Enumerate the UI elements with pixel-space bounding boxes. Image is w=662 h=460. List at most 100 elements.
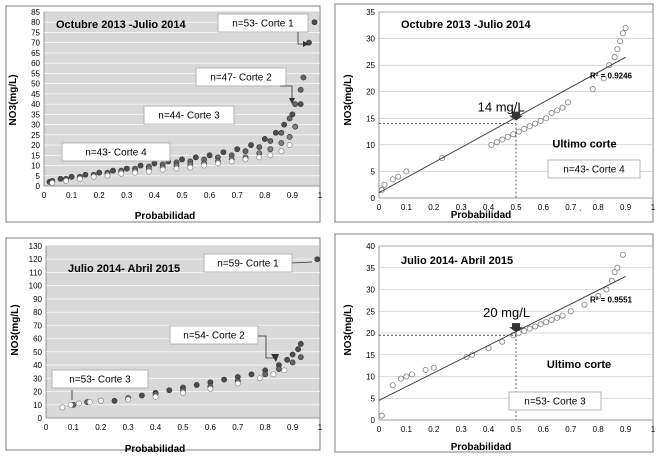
trendline <box>378 276 626 401</box>
data-point <box>532 323 539 330</box>
x-tick-label: 0.5 <box>176 191 188 200</box>
data-point-series-4 <box>118 170 125 177</box>
y-tick-label: 50 <box>31 80 40 89</box>
data-point-series-1 <box>138 392 145 399</box>
data-point-series-1 <box>192 154 199 161</box>
y-tick-label: 5 <box>36 172 41 181</box>
data-point-series-1 <box>123 165 130 172</box>
data-point-series-2 <box>278 129 285 136</box>
data-point-series-4 <box>278 148 285 155</box>
data-point <box>567 308 574 315</box>
y-tick-label: 25 <box>31 131 40 140</box>
subtitle-ultimo-corte: Ultimo corte <box>552 139 616 151</box>
x-tick-label: 0.1 <box>68 423 80 432</box>
data-point <box>617 38 624 45</box>
y-tick-label: 20 <box>33 388 42 397</box>
data-point-series-2 <box>286 115 293 122</box>
y-tick-label: 10 <box>33 401 42 410</box>
data-point-series-2 <box>275 366 282 372</box>
chart-bottom-right: 0 5 10 15 20 25 30 35 40 0 0.1 0.2 0.3 0.4 0.5 0.6 0.7 0.… <box>334 233 656 453</box>
annotation-corte-3: n=44- Corte 3 <box>158 111 220 122</box>
x-tick-label: 1 <box>651 203 656 212</box>
r-squared-label: R² = 0.9246 <box>590 71 633 80</box>
y-tick-label: 20 <box>31 141 40 150</box>
y-tick-label: 30 <box>31 121 40 130</box>
panel-top-right: 0 5 10 15 20 25 30 35 0 0.1 0.2 0.3 0.4 0.5 0.6 0.7 0.8 0… <box>331 0 662 230</box>
annotation-corte-4: n=43- Corte 4 <box>85 148 147 159</box>
x-tick-label: 0.7 <box>232 423 244 432</box>
data-point-series-4 <box>76 175 83 182</box>
annotation-arrow-icon <box>303 41 309 47</box>
data-point-series-1 <box>272 129 279 136</box>
data-point <box>389 176 396 183</box>
data-point <box>504 133 511 140</box>
data-point <box>532 120 539 127</box>
x-tick-label: 0.4 <box>483 425 495 434</box>
y-axis-label: NO3(mg/L) <box>343 304 354 355</box>
data-point <box>515 128 522 135</box>
y-axis-label: NO3(mg/L) <box>343 74 354 125</box>
data-point-series-1 <box>151 160 158 167</box>
data-point <box>403 168 410 175</box>
y-axis-label: NO3(mg/L) <box>10 304 21 355</box>
data-point-series-3 <box>75 400 82 407</box>
y-tick-label: 40 <box>33 361 42 370</box>
data-point <box>378 412 385 419</box>
y-tick-label: 70 <box>33 321 42 330</box>
chart-bottom-left: 0 10 20 30 40 50 60 70 80 90 100 110 120 130 0 0.1 0.2 0.… <box>5 237 323 455</box>
data-point <box>521 125 528 132</box>
data-point <box>510 131 517 138</box>
subtitle-ultimo-corte: Ultimo corte <box>547 359 611 371</box>
data-point-series-4 <box>214 160 221 167</box>
y-tick-label: 120 <box>29 255 43 264</box>
y-tick-label: 15 <box>366 114 375 123</box>
x-tick-label: 0.5 <box>510 203 522 212</box>
y-tick-label: 10 <box>366 373 375 382</box>
y-tick-label: 30 <box>366 35 375 44</box>
data-point <box>488 141 495 148</box>
data-point-series-2 <box>262 371 269 378</box>
y-tick-label: 10 <box>366 141 375 150</box>
y-tick-label: 10 <box>31 162 40 171</box>
data-point-series-3 <box>286 133 293 140</box>
y-tick-label: 25 <box>366 61 375 70</box>
x-tick-label: 0.6 <box>538 203 550 212</box>
data-point <box>554 314 561 321</box>
y-tick-label: 5 <box>371 394 376 403</box>
data-point-series-4 <box>286 142 293 148</box>
data-point-series-1 <box>111 397 118 404</box>
x-tick-label: 0.3 <box>456 203 468 212</box>
y-tick-label: 5 <box>371 167 376 176</box>
annotation-corte-2: n=54- Corte 2 <box>183 331 245 342</box>
data-point <box>526 325 533 332</box>
data-point-series-3 <box>97 397 104 404</box>
data-point-series-3 <box>256 375 263 382</box>
x-tick-label: 0.3 <box>121 191 133 200</box>
x-tick-label: 0.5 <box>510 425 522 434</box>
x-tick-label: 0.9 <box>620 203 632 212</box>
data-point-series-4 <box>90 173 97 180</box>
annotation-corte-3-box <box>143 105 235 125</box>
annotation-corte-1: n=53- Corte 1 <box>232 19 294 30</box>
x-tick-label: 1 <box>318 423 323 432</box>
data-point-series-4 <box>201 162 207 169</box>
panel-bottom-right: 0 5 10 15 20 25 30 35 40 0 0.1 0.2 0.3 0.4 0.5 0.6 0.7 0.… <box>331 230 662 460</box>
data-point <box>611 269 618 276</box>
y-tick-label: 80 <box>31 18 40 27</box>
data-point-series-1 <box>179 156 185 163</box>
annotation-corte-3-box <box>51 369 149 389</box>
y-tick-label: 35 <box>366 264 375 273</box>
y-tick-label: 30 <box>33 374 42 383</box>
x-tick-label: 0.2 <box>94 191 106 200</box>
data-point <box>614 264 621 271</box>
panel-bottom-left: 0 10 20 30 40 50 60 70 80 90 100 110 120 130 0 0.1 0.2 0.… <box>0 230 331 460</box>
y-tick-label: 25 <box>366 307 375 316</box>
x-tick-label: 0.7 <box>565 425 577 434</box>
x-tick-label: 0.5 <box>177 423 189 432</box>
x-tick-label: 0.9 <box>287 423 299 432</box>
data-point <box>499 136 506 143</box>
y-tick-label: 85 <box>31 8 40 17</box>
data-point <box>543 115 550 122</box>
data-point-series-4 <box>49 180 56 186</box>
